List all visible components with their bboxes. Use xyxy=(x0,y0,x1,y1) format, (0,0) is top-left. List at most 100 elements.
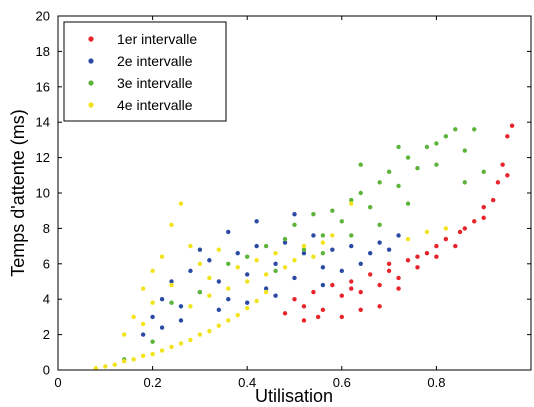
y-tick-label: 20 xyxy=(36,9,50,24)
data-point-series-2 xyxy=(292,275,297,281)
data-point-series-2 xyxy=(273,293,278,298)
legend-label: 3e intervalle xyxy=(117,75,193,91)
data-point-series-4 xyxy=(93,366,99,371)
y-axis-label: Temps d'attente (ms) xyxy=(8,109,28,277)
data-point-series-4 xyxy=(245,279,250,284)
data-point-series-1 xyxy=(292,297,297,302)
data-point-series-2 xyxy=(150,314,155,320)
data-point-series-3 xyxy=(396,144,401,150)
data-point-series-2 xyxy=(245,300,250,305)
data-point-series-4 xyxy=(103,364,108,369)
data-point-series-3 xyxy=(377,222,382,228)
data-point-series-3 xyxy=(424,144,430,150)
data-point-series-2 xyxy=(226,297,231,302)
data-point-series-4 xyxy=(320,240,326,245)
data-point-series-4 xyxy=(330,233,335,238)
data-point-series-4 xyxy=(159,348,165,353)
data-point-series-4 xyxy=(140,321,146,327)
data-point-series-3 xyxy=(311,212,316,217)
data-point-series-3 xyxy=(405,201,411,206)
data-point-series-4 xyxy=(197,332,203,337)
y-axis: 0 2 4 6 8 10 12 14 16 18 20 xyxy=(36,9,531,378)
y-tick-label: 4 xyxy=(43,292,50,307)
data-point-series-4 xyxy=(443,226,449,231)
y-tick-label: 2 xyxy=(43,327,50,342)
data-point-series-3 xyxy=(169,300,174,305)
data-point-series-4 xyxy=(216,323,222,328)
data-point-series-2 xyxy=(216,307,222,313)
data-point-series-3 xyxy=(339,219,344,224)
data-point-series-2 xyxy=(178,318,184,323)
data-point-series-3 xyxy=(358,162,363,167)
data-point-series-4 xyxy=(282,265,288,270)
data-point-series-1 xyxy=(500,162,505,167)
data-point-series-1 xyxy=(320,307,326,313)
data-point-series-1 xyxy=(358,307,363,313)
legend-label: 4e intervalle xyxy=(117,97,193,113)
data-point-series-4 xyxy=(150,268,155,274)
data-point-series-1 xyxy=(339,314,344,320)
y-tick-label: 10 xyxy=(36,186,50,201)
y-tick-label: 16 xyxy=(36,79,50,94)
data-point-series-1 xyxy=(301,318,307,323)
data-point-series-3 xyxy=(358,190,363,196)
data-point-series-2 xyxy=(245,272,250,277)
legend-marker xyxy=(88,102,94,108)
data-point-series-2 xyxy=(197,247,203,252)
data-point-series-1 xyxy=(339,293,344,298)
data-point-series-3 xyxy=(273,268,278,274)
y-tick-label: 18 xyxy=(36,44,50,59)
data-point-series-4 xyxy=(159,254,165,259)
data-point-series-4 xyxy=(112,362,117,367)
legend-marker xyxy=(88,80,94,86)
x-tick-label: 0.8 xyxy=(427,375,445,390)
data-point-series-1 xyxy=(481,215,486,220)
data-point-series-2 xyxy=(235,250,240,256)
data-point-series-4 xyxy=(263,272,269,277)
data-point-series-4 xyxy=(424,229,430,235)
data-point-series-2 xyxy=(263,286,269,291)
data-point-series-3 xyxy=(405,155,411,160)
data-point-series-2 xyxy=(311,233,316,238)
data-point-series-3 xyxy=(415,166,420,171)
y-tick-label: 14 xyxy=(36,115,50,130)
data-point-series-3 xyxy=(320,233,326,238)
data-point-series-1 xyxy=(396,275,401,281)
x-tick-label: 0.2 xyxy=(144,375,162,390)
data-point-series-4 xyxy=(178,201,184,206)
data-point-series-2 xyxy=(320,282,326,288)
data-point-series-1 xyxy=(443,236,449,242)
data-point-series-4 xyxy=(131,314,136,320)
data-point-series-1 xyxy=(301,304,307,309)
data-point-series-2 xyxy=(216,279,222,284)
data-point-series-3 xyxy=(377,180,382,185)
data-point-series-1 xyxy=(434,254,439,259)
data-point-series-4 xyxy=(150,300,155,305)
data-point-series-1 xyxy=(367,272,373,277)
data-point-series-4 xyxy=(349,201,354,206)
data-point-series-1 xyxy=(405,258,411,263)
data-point-series-1 xyxy=(415,265,420,270)
data-point-series-4 xyxy=(150,351,155,357)
data-point-series-1 xyxy=(330,282,335,288)
data-point-series-1 xyxy=(424,250,430,256)
data-point-series-2 xyxy=(349,243,354,249)
data-point-series-4 xyxy=(207,293,212,298)
data-point-series-2 xyxy=(207,258,212,263)
data-point-series-4 xyxy=(178,341,184,346)
data-point-series-3 xyxy=(349,233,354,238)
data-point-series-3 xyxy=(349,197,354,203)
data-point-series-2 xyxy=(159,297,165,302)
data-point-series-1 xyxy=(315,314,321,320)
data-point-series-1 xyxy=(490,197,496,203)
data-point-series-2 xyxy=(292,212,297,217)
data-point-series-4 xyxy=(235,312,240,318)
legend-marker xyxy=(88,36,94,42)
data-point-series-4 xyxy=(188,243,193,249)
data-point-series-1 xyxy=(509,123,515,128)
data-point-series-4 xyxy=(273,250,278,256)
data-point-series-2 xyxy=(301,250,307,256)
data-point-series-4 xyxy=(254,258,259,263)
data-point-series-4 xyxy=(226,318,231,323)
data-point-series-1 xyxy=(472,219,477,224)
